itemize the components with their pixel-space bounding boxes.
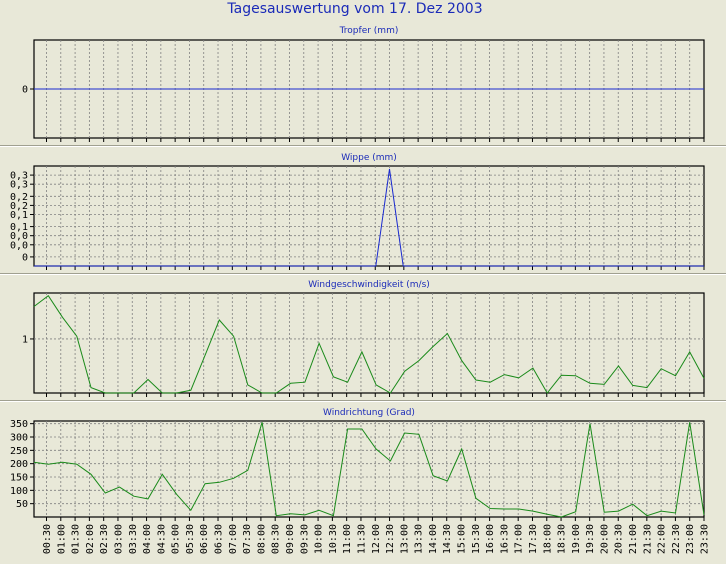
plot-area <box>33 165 705 267</box>
chart-panel-4: Windrichtung (Grad) 350 300 250 200 150 100 50 <box>0 400 726 521</box>
chart-panel-1: Tropfer (mm) 0 <box>22 26 705 142</box>
y-tick-label: 0,3 <box>10 171 28 182</box>
x-tick-label: 10:30 <box>328 524 339 554</box>
y-tick-label: 0,0 <box>10 240 28 251</box>
x-tick-label: 00:30 <box>42 524 53 554</box>
panel-title: Windgeschwindigkeit (m/s) <box>308 280 430 290</box>
x-tick-label: 13:30 <box>414 524 425 554</box>
y-tick-label: 0,3 <box>10 180 28 191</box>
x-tick-label: 18:30 <box>557 524 568 554</box>
x-tick-label: 14:00 <box>428 524 439 554</box>
x-tick-label: 15:00 <box>457 524 468 554</box>
x-tick-label: 07:30 <box>242 524 253 554</box>
x-tick-label: 22:00 <box>657 524 668 554</box>
series-line <box>34 168 704 267</box>
x-tick-label: 06:30 <box>214 524 225 554</box>
y-tick-label: 100 <box>10 486 28 497</box>
x-tick-label: 08:00 <box>256 524 267 554</box>
x-tick-label: 05:00 <box>171 524 182 554</box>
x-tick-label: 21:30 <box>642 524 653 554</box>
y-tick-label: 300 <box>10 433 28 444</box>
y-tick-label: 0,2 <box>10 201 28 212</box>
y-tick-label: 0 <box>22 252 28 263</box>
x-tick-label: 04:00 <box>142 524 153 554</box>
x-tick-label: 02:00 <box>85 524 96 554</box>
y-tick-label: 350 <box>10 419 28 430</box>
y-tick-label: 0,2 <box>10 192 28 203</box>
x-tick-label: 17:30 <box>528 524 539 554</box>
x-tick-label: 03:30 <box>128 524 139 554</box>
x-tick-label: 16:30 <box>499 524 510 554</box>
x-tick-label: 20:30 <box>614 524 625 554</box>
y-tick-label: 0 <box>22 85 28 96</box>
x-tick-label: 02:30 <box>99 524 110 554</box>
x-tick-label: 05:30 <box>185 524 196 554</box>
x-tick-label: 08:30 <box>271 524 282 554</box>
x-tick-label: 01:30 <box>71 524 82 554</box>
x-tick-label: 16:00 <box>485 524 496 554</box>
x-tick-label: 12:00 <box>371 524 382 554</box>
panel-title: Wippe (mm) <box>341 153 397 163</box>
y-tick-label: 200 <box>10 459 28 470</box>
x-tick-label: 09:00 <box>285 524 296 554</box>
chart-panel-2: Wippe (mm)0,30,30,20,20,10,10,00,00 <box>0 145 726 270</box>
plot-area <box>33 420 705 518</box>
x-tick-label: 10:00 <box>314 524 325 554</box>
x-tick-label: 13:00 <box>399 524 410 554</box>
x-tick-label: 14:30 <box>442 524 453 554</box>
chart-panel-3: Windgeschwindigkeit (m/s) 1 <box>0 273 726 397</box>
series-line <box>33 294 705 394</box>
panel-title: Tropfer (mm) <box>339 26 399 36</box>
x-tick-label: 01:00 <box>56 524 67 554</box>
x-tick-label: 11:30 <box>356 524 367 554</box>
panel-title: Windrichtung (Grad) <box>323 408 415 418</box>
x-tick-label: 22:30 <box>671 524 682 554</box>
x-tick-label: 09:30 <box>299 524 310 554</box>
y-tick-label: 0,1 <box>10 210 28 221</box>
x-tick-label: 21:00 <box>628 524 639 554</box>
x-tick-label: 18:00 <box>542 524 553 554</box>
y-tick-label: 50 <box>16 499 28 510</box>
x-tick-label: 06:00 <box>199 524 210 554</box>
x-tick-label: 17:00 <box>514 524 525 554</box>
chart-title: Tagesauswertung vom 17. Dez 2003 <box>226 1 482 17</box>
y-tick-label: 0,0 <box>10 231 28 242</box>
x-tick-label: 15:30 <box>471 524 482 554</box>
x-axis-labels: 00:30 01:00 01:30 02:00 02:30 03:00 03:30 04:00… <box>42 524 711 554</box>
x-tick-label: 12:30 <box>385 524 396 554</box>
x-tick-label: 20:00 <box>599 524 610 554</box>
x-tick-label: 19:00 <box>571 524 582 554</box>
x-tick-label: 23:00 <box>685 524 696 554</box>
y-tick-label: 150 <box>10 473 28 484</box>
x-tick-label: 03:00 <box>113 524 124 554</box>
x-tick-label: 23:30 <box>700 524 711 554</box>
x-tick-label: 11:00 <box>342 524 353 554</box>
x-tick-label: 07:00 <box>228 524 239 554</box>
plot-area <box>33 292 705 394</box>
x-tick-label: 04:30 <box>156 524 167 554</box>
x-tick-label: 19:30 <box>585 524 596 554</box>
y-tick-label: 1 <box>22 334 28 345</box>
y-tick-label: 250 <box>10 446 28 457</box>
series-line <box>33 422 705 518</box>
y-tick-label: 0,1 <box>10 222 28 233</box>
